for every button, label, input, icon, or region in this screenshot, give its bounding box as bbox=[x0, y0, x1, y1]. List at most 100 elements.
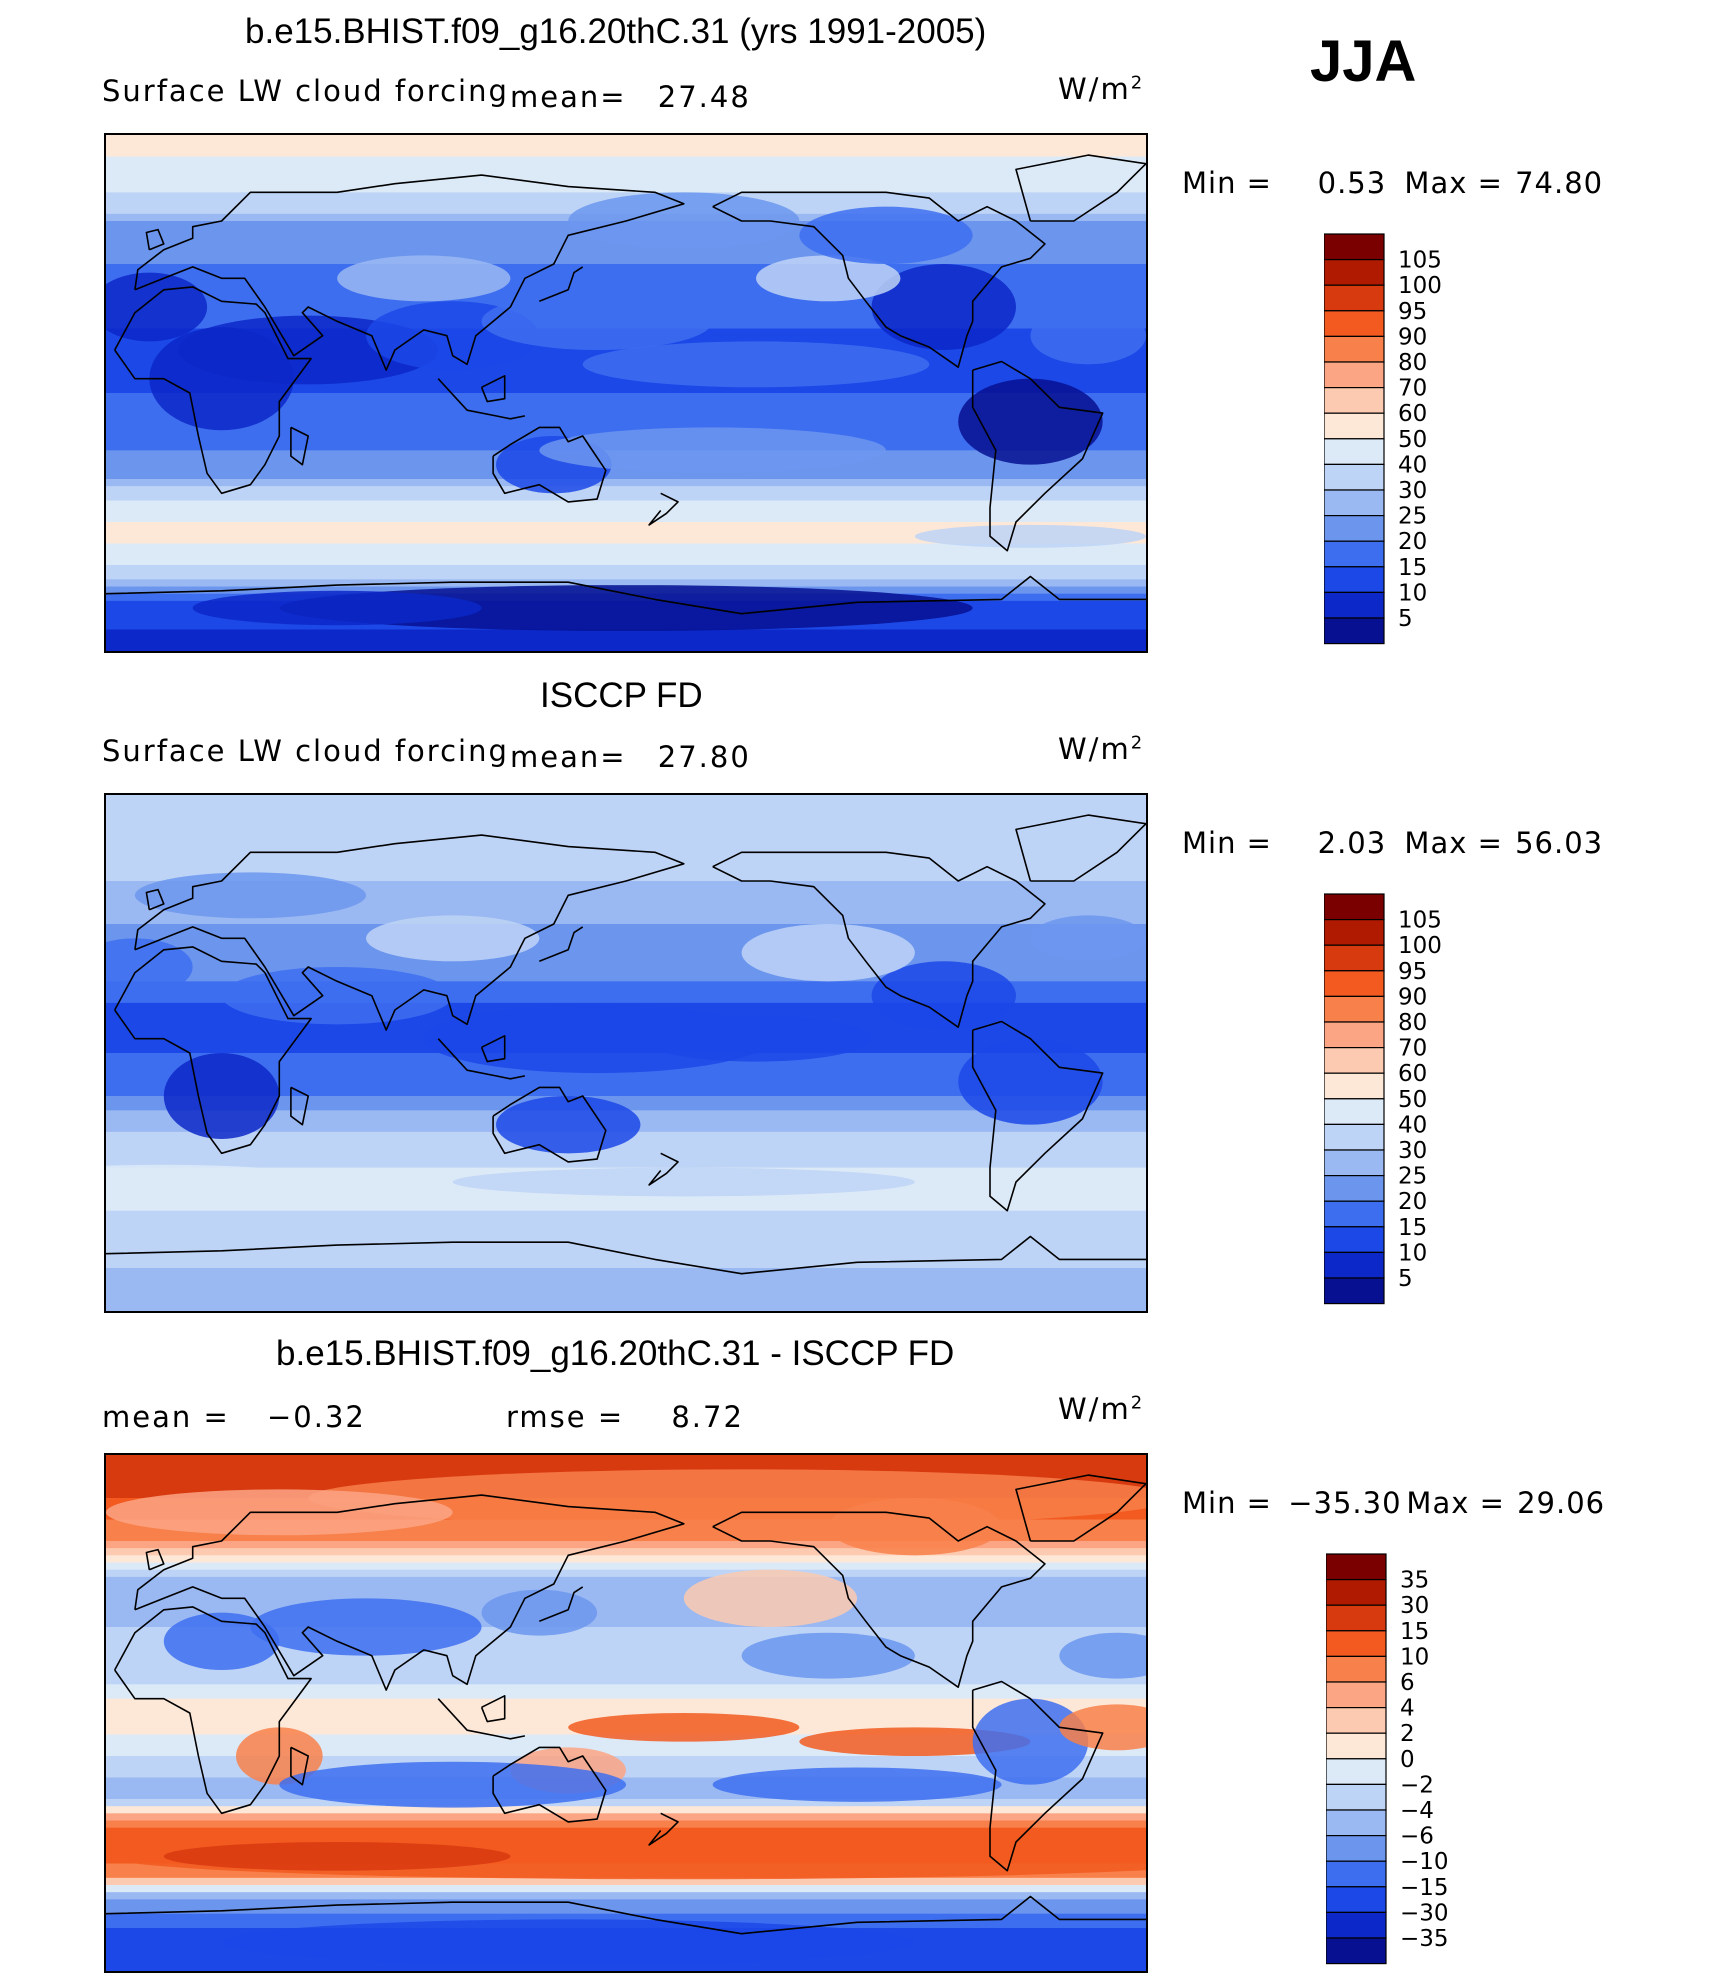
field-region bbox=[192, 590, 482, 626]
units-sup: 2 bbox=[1130, 732, 1145, 754]
zonal-band bbox=[106, 185, 1146, 193]
panel3-min-label: Min = bbox=[1182, 1486, 1272, 1520]
zonal-band bbox=[106, 1584, 1146, 1592]
panel1-mean-label: mean= bbox=[510, 80, 627, 114]
field-region bbox=[1030, 915, 1146, 962]
coastline bbox=[539, 926, 584, 963]
field-region bbox=[481, 1589, 598, 1636]
coastline bbox=[648, 1152, 679, 1186]
zonal-band bbox=[106, 838, 1146, 846]
zonal-band bbox=[106, 1296, 1146, 1305]
colorbar-tick-label: −30 bbox=[1400, 1900, 1449, 1926]
panel2-min-value: 2.03 bbox=[1317, 826, 1387, 860]
zonal-band bbox=[106, 550, 1146, 559]
zonal-band bbox=[106, 1260, 1146, 1269]
zonal-band bbox=[106, 916, 1146, 925]
colorbar-tick-label: 100 bbox=[1398, 273, 1442, 299]
panel3-rmse-value: 8.72 bbox=[671, 1400, 744, 1434]
zonal-band bbox=[106, 178, 1146, 186]
colorbar-tick-label: 4 bbox=[1400, 1696, 1415, 1722]
field-region bbox=[163, 1053, 280, 1139]
zonal-band bbox=[106, 1605, 1146, 1614]
zonal-band bbox=[106, 629, 1146, 638]
colorbar-tick-label: 15 bbox=[1398, 555, 1427, 581]
panel1-min-value: 0.53 bbox=[1317, 166, 1387, 200]
panel3-map bbox=[104, 1453, 1148, 1973]
zonal-band bbox=[106, 471, 1146, 480]
colorbar-swatch bbox=[1324, 1277, 1385, 1305]
zonal-band bbox=[106, 1289, 1146, 1298]
colorbar-tick-label: 20 bbox=[1398, 1189, 1427, 1215]
colorbar-tick-label: −10 bbox=[1400, 1849, 1449, 1875]
field-region bbox=[539, 427, 886, 474]
zonal-band bbox=[106, 1641, 1146, 1649]
zonal-band bbox=[106, 1081, 1146, 1090]
coastline bbox=[134, 174, 685, 371]
colorbar-tick-label: 105 bbox=[1398, 248, 1442, 274]
units-sup: 2 bbox=[1130, 1392, 1145, 1414]
colorbar-swatch bbox=[1324, 540, 1385, 568]
coastline bbox=[145, 1548, 165, 1571]
coastline bbox=[106, 1235, 1146, 1275]
colorbar-swatch bbox=[1326, 1937, 1387, 1965]
zonal-band bbox=[106, 995, 1146, 1004]
colorbar-tick-label: 95 bbox=[1398, 959, 1427, 985]
colorbar-tick-label: 60 bbox=[1398, 1061, 1427, 1087]
colorbar-swatch bbox=[1324, 259, 1385, 286]
zonal-band bbox=[106, 895, 1146, 903]
field-region bbox=[279, 404, 511, 439]
zonal-band bbox=[106, 1784, 1146, 1793]
zonal-band bbox=[106, 1698, 1146, 1707]
zonal-band bbox=[106, 1225, 1146, 1233]
zonal-band bbox=[106, 1268, 1146, 1276]
zonal-band bbox=[106, 414, 1146, 423]
zonal-band bbox=[106, 1655, 1146, 1664]
colorbar-swatch bbox=[1326, 1655, 1387, 1683]
panel1-variable-label: Surface LW cloud forcing bbox=[102, 74, 509, 108]
colorbar-swatch bbox=[1324, 310, 1385, 338]
field-region bbox=[1030, 307, 1146, 365]
panel2-mean: mean= 27.80 bbox=[510, 740, 751, 774]
zonal-band bbox=[106, 1756, 1146, 1764]
zonal-band bbox=[106, 1455, 1146, 1463]
zonal-band bbox=[106, 135, 1146, 143]
zonal-band bbox=[106, 945, 1146, 954]
zonal-band bbox=[106, 1705, 1146, 1714]
coastline bbox=[1015, 1474, 1146, 1542]
panel1-max-value: 74.80 bbox=[1515, 166, 1604, 200]
colorbar-tick-label: 25 bbox=[1398, 504, 1427, 530]
zonal-band bbox=[106, 959, 1146, 968]
field-region bbox=[106, 272, 208, 342]
zonal-band bbox=[106, 1303, 1146, 1311]
colorbar-swatch bbox=[1326, 1783, 1387, 1811]
zonal-band bbox=[106, 902, 1146, 911]
panel3-max-label: Max = bbox=[1406, 1486, 1505, 1520]
panel3-title: b.e15.BHIST.f09_g16.20thC.31 - ISCCP FD bbox=[276, 1334, 955, 1373]
coastline bbox=[145, 228, 165, 251]
zonal-band bbox=[106, 557, 1146, 566]
zonal-band bbox=[106, 1591, 1146, 1599]
panel1-colorbar: 105 100 95 90 80 70 60 50 40 30 25 20 15 10 5 bbox=[1324, 233, 1474, 645]
panel2-min-label: Min = bbox=[1182, 826, 1272, 860]
units-text: W/m bbox=[1058, 1392, 1131, 1426]
zonal-band bbox=[106, 1153, 1146, 1161]
zonal-band bbox=[106, 988, 1146, 997]
zonal-band bbox=[106, 938, 1146, 946]
panel3-min-value: −35.30 bbox=[1288, 1486, 1402, 1520]
colorbar-swatch bbox=[1324, 1175, 1385, 1202]
colorbar-tick-label: 20 bbox=[1398, 529, 1427, 555]
zonal-band bbox=[106, 1217, 1146, 1226]
panel2-units: W/m2 bbox=[1058, 732, 1144, 766]
zonal-band bbox=[106, 1103, 1146, 1111]
zonal-band bbox=[106, 1691, 1146, 1700]
zonal-band bbox=[106, 1096, 1146, 1104]
colorbar-swatch bbox=[1324, 335, 1385, 363]
coastline bbox=[290, 1086, 309, 1126]
coastline bbox=[145, 888, 165, 911]
zonal-band bbox=[106, 1533, 1146, 1542]
colorbar-tick-label: 2 bbox=[1400, 1721, 1415, 1747]
coastline bbox=[492, 1086, 607, 1163]
colorbar-swatch bbox=[1324, 1149, 1385, 1177]
zonal-band bbox=[106, 931, 1146, 939]
